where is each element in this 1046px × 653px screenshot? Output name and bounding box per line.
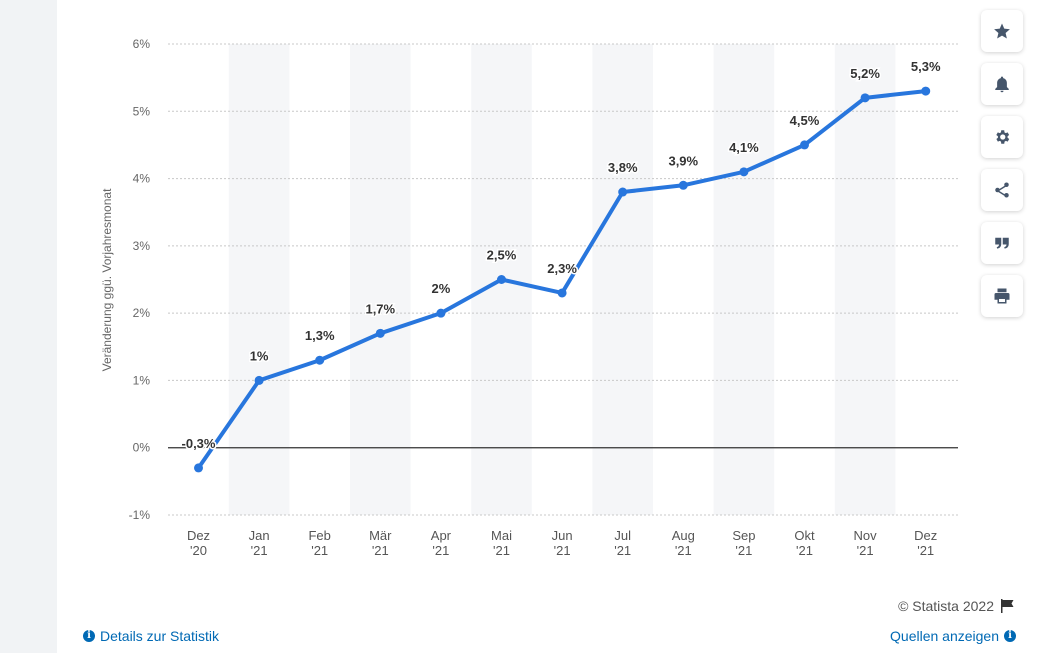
- category-band: [834, 44, 896, 515]
- category-band: [350, 44, 411, 515]
- cite-button[interactable]: [981, 222, 1023, 264]
- data-point: [375, 328, 385, 338]
- bell-icon: [995, 76, 1009, 93]
- flag-icon: [1001, 599, 1014, 613]
- copyright-text: © Statista 2022: [898, 598, 994, 614]
- data-point: [315, 355, 325, 365]
- sources-link-label: Quellen anzeigen: [890, 628, 999, 644]
- data-label: 1,3%: [305, 328, 335, 343]
- settings-button[interactable]: [981, 116, 1023, 158]
- category-band: [228, 44, 290, 515]
- data-point: [618, 187, 628, 197]
- info-icon: i: [1004, 630, 1016, 642]
- data-label: 5,2%: [850, 66, 880, 81]
- y-tick-label: -1%: [129, 508, 151, 522]
- toolbar: [981, 10, 1023, 328]
- data-point: [497, 275, 506, 284]
- x-tick-label: Sep '21: [732, 528, 755, 558]
- x-tick-label: Jun '21: [552, 528, 573, 558]
- data-point: [436, 308, 446, 318]
- sources-link[interactable]: Quellen anzeigen i: [890, 628, 1016, 644]
- data-label: -0,3%: [182, 436, 216, 451]
- x-tick-label: Jul '21: [614, 528, 631, 558]
- data-label: 3,8%: [608, 160, 638, 175]
- x-tick-label: Mai '21: [491, 528, 512, 558]
- data-point: [194, 463, 203, 473]
- data-label: 2%: [432, 281, 451, 296]
- data-label: 4,5%: [790, 113, 820, 128]
- data-point: [254, 375, 264, 385]
- favorite-button[interactable]: [981, 10, 1023, 52]
- data-label: 3,9%: [668, 153, 698, 168]
- x-tick-label: Dez '20: [187, 528, 210, 558]
- star-icon: [994, 23, 1010, 39]
- gear-icon: [996, 130, 1010, 144]
- x-tick-label: Okt '21: [794, 528, 815, 558]
- x-tick-label: Nov '21: [854, 528, 878, 558]
- print-icon: [994, 288, 1010, 304]
- share-button[interactable]: [981, 169, 1023, 211]
- data-point: [739, 167, 749, 177]
- print-button[interactable]: [981, 275, 1023, 317]
- x-tick-label: Dez '21: [914, 528, 937, 558]
- y-tick-label: 3%: [133, 239, 151, 253]
- data-point: [860, 93, 870, 103]
- x-tick-label: Aug '21: [672, 528, 695, 558]
- details-link[interactable]: i Details zur Statistik: [83, 628, 219, 644]
- x-tick-label: Feb '21: [308, 528, 330, 558]
- y-tick-label: 0%: [133, 441, 151, 455]
- y-tick-label: 2%: [133, 306, 151, 320]
- x-tick-label: Jan '21: [249, 528, 270, 558]
- info-icon: i: [83, 630, 95, 642]
- data-point: [678, 180, 688, 190]
- copyright-credit: © Statista 2022: [898, 598, 1016, 614]
- y-axis-label: Veränderung ggü. Vorjahresmonat: [100, 188, 114, 371]
- y-tick-label: 5%: [133, 104, 151, 118]
- category-band: [592, 44, 653, 515]
- data-point: [921, 86, 931, 96]
- quote-icon: [995, 237, 1009, 249]
- data-label: 5,3%: [911, 59, 941, 74]
- data-label: 1%: [250, 348, 269, 363]
- y-tick-label: 1%: [133, 373, 151, 387]
- series-line: [196, 89, 928, 470]
- data-label: 2,5%: [487, 248, 517, 263]
- x-tick-label: Mär '21: [369, 528, 392, 558]
- category-band: [713, 44, 775, 515]
- details-link-label: Details zur Statistik: [100, 628, 220, 644]
- data-point: [557, 288, 567, 298]
- y-tick-label: 6%: [133, 37, 151, 51]
- y-tick-label: 4%: [133, 172, 151, 186]
- data-label: 1,7%: [365, 301, 395, 316]
- data-point: [800, 140, 809, 150]
- notification-button[interactable]: [981, 63, 1023, 105]
- share-icon: [995, 182, 1009, 198]
- data-label: 2,3%: [547, 261, 577, 276]
- x-tick-label: Apr '21: [431, 528, 452, 558]
- data-label: 4,1%: [729, 140, 759, 155]
- line-chart: -1% 0% 1% 2% 3% 4% 5% 6% Veränderung ggü. Vorjah…: [100, 37, 958, 558]
